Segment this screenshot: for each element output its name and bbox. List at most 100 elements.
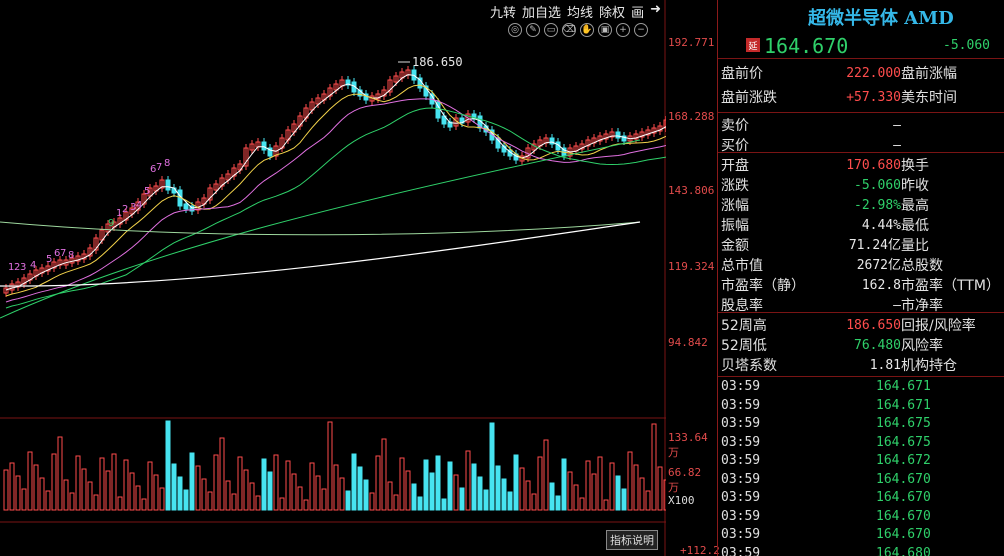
volume-bar — [501, 478, 507, 511]
candle-body — [315, 97, 321, 105]
volume-bar — [207, 491, 213, 511]
toolbar-draw[interactable]: 画 — [631, 6, 645, 21]
candle-body — [165, 179, 171, 191]
tick-time: 03:59 — [721, 453, 761, 468]
quote-row: 买价 – — [718, 136, 1004, 156]
candle-body — [645, 129, 651, 136]
td-count: 8 — [164, 158, 170, 169]
candle-body — [579, 143, 585, 150]
quote-label-2: 昨收 — [901, 178, 929, 194]
volume-bar — [657, 466, 663, 511]
toolbar-add-watch[interactable]: 加自选 — [522, 6, 562, 21]
volume-bar — [423, 459, 429, 511]
zoom-in-icon[interactable]: + — [616, 23, 630, 37]
candle-body — [243, 147, 249, 167]
volume-bar — [231, 493, 237, 511]
yaxis-vol-2: 66.82万 — [668, 466, 702, 494]
volume-bar — [633, 464, 639, 511]
toolbar-ma[interactable]: 均线 — [567, 6, 594, 21]
ruler-icon[interactable]: ▭ — [544, 23, 558, 37]
volume-bar — [459, 487, 465, 511]
candle-body — [615, 131, 621, 139]
volume-bar — [357, 466, 363, 511]
volume-bar — [405, 470, 411, 511]
volume-bar — [243, 469, 249, 511]
yaxis-price-1: 192.771 — [668, 36, 715, 49]
quote-row: 涨幅 -2.98% 最高 — [718, 196, 1004, 216]
volume-bar — [69, 492, 75, 511]
volume-bar — [273, 454, 279, 511]
zoom-out-icon[interactable]: − — [634, 23, 648, 37]
td-count: 5 — [144, 186, 150, 197]
volume-bar — [543, 439, 549, 511]
ma-line — [5, 84, 666, 297]
delay-badge: 延 — [746, 38, 760, 52]
quote-label: 卖价 — [721, 118, 749, 134]
td-count: 6 — [54, 248, 60, 259]
yaxis-price-3: 143.806 — [668, 184, 715, 197]
quote-label: 股息率 — [721, 298, 763, 314]
tick-time: 03:59 — [721, 545, 761, 556]
pen-icon[interactable]: ✎ — [526, 23, 540, 37]
hand-icon[interactable]: ✋ — [580, 23, 594, 37]
td-count: 4 — [30, 260, 36, 271]
erase-icon[interactable]: ⌫ — [562, 23, 576, 37]
candle-body — [633, 133, 639, 140]
volume-bar — [171, 463, 177, 511]
tick-time: 03:59 — [721, 397, 761, 413]
volume-bar — [525, 480, 531, 511]
indicator-explain-button[interactable]: 指标说明 — [606, 530, 658, 550]
candle-body — [129, 207, 135, 215]
quote-label-2: 最高 — [901, 198, 929, 214]
quote-label-2: 美东时间 — [901, 90, 957, 106]
kline-chart[interactable]: 186.650 1 2 3 4 5 6 7 8 9 1 2 3 4 5 6 7 8 九转 加自选 均线 除权 画 … — [0, 0, 720, 556]
toolbar-jiuzhuan[interactable]: 九转 — [490, 6, 517, 21]
quote-row: 盘前涨跌 +57.330 美东时间 — [718, 88, 1004, 108]
td-count: 2 — [14, 262, 20, 273]
volume-bar — [471, 463, 477, 511]
quote-label: 52周低 — [721, 338, 767, 354]
quote-row: 卖价 – — [718, 116, 1004, 136]
tick-time: 03:59 — [721, 508, 761, 524]
candle-body — [231, 167, 237, 177]
lock-icon[interactable]: ▣ — [598, 23, 612, 37]
candle-body — [393, 75, 399, 83]
chart-tool-icons: ◎ ✎ ▭ ⌫ ✋ ▣ + − — [508, 23, 648, 37]
volume-bar — [441, 498, 447, 511]
quote-label: 开盘 — [721, 158, 749, 174]
volume-bar — [183, 489, 189, 511]
ma-line — [5, 98, 666, 303]
volume-bar — [87, 481, 93, 511]
volume-bar — [339, 477, 345, 511]
quote-label-2: 机构持仓 — [901, 358, 957, 374]
toolbar-adjust[interactable]: 除权 — [599, 6, 626, 21]
quote-label: 总市值 — [721, 258, 763, 274]
candle-body — [387, 79, 393, 93]
tick-time: 03:59 — [721, 379, 761, 394]
volume-bar — [369, 492, 375, 511]
td-count: 9 — [108, 218, 114, 229]
quote-row: 52周低 76.480 风险率 — [718, 336, 1004, 356]
volume-bar — [147, 461, 153, 511]
export-icon[interactable]: ➜ — [650, 2, 661, 17]
volume-bar — [393, 494, 399, 511]
quote-label: 盘前价 — [721, 66, 763, 82]
volume-bar — [117, 496, 123, 511]
td-count: 6 — [150, 164, 156, 175]
volume-bar — [399, 457, 405, 511]
volume-bar — [483, 489, 489, 511]
volume-bar — [111, 453, 117, 511]
volume-bar — [615, 475, 621, 511]
ma-flat-line — [0, 221, 641, 236]
volume-bar — [297, 486, 303, 511]
quote-label-2: 市净率 — [901, 298, 943, 314]
candle-body — [159, 179, 165, 189]
volume-bar — [651, 423, 657, 511]
tick-time: 03:59 — [721, 416, 761, 431]
volume-bar — [309, 462, 315, 511]
target-icon[interactable]: ◎ — [508, 23, 522, 37]
divider — [718, 152, 1004, 153]
volume-bar — [363, 479, 369, 511]
volume-bar — [285, 460, 291, 511]
